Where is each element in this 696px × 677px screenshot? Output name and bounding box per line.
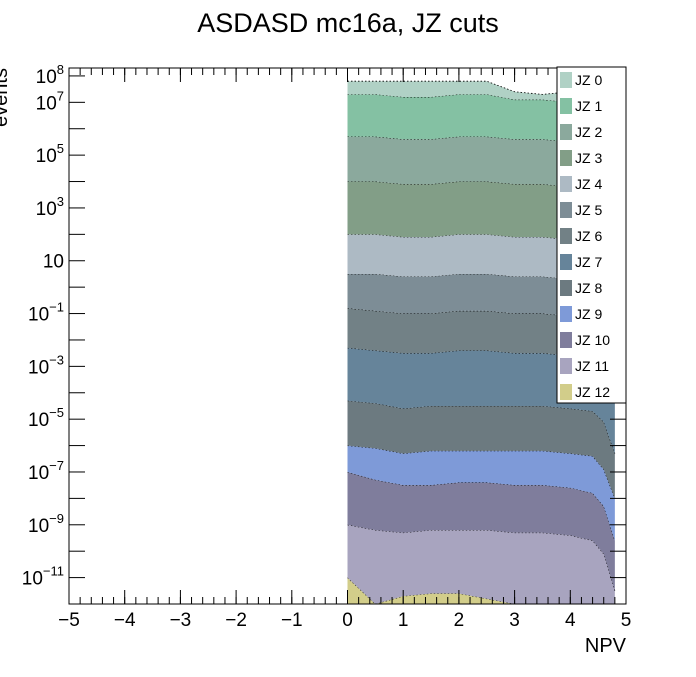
x-tick-label: −1: [281, 610, 303, 631]
area-jz-7: [347, 347, 615, 454]
legend-label: JZ 12: [575, 384, 610, 400]
x-axis-label: NPV: [585, 635, 627, 657]
x-tick-label: 3: [509, 610, 520, 631]
legend-label: JZ 10: [575, 332, 610, 348]
legend-swatch: [560, 384, 572, 400]
y-tick-label: 108: [36, 62, 64, 88]
y-tick-label: 10−11: [22, 564, 64, 590]
area-jz-3: [347, 181, 615, 267]
x-tick-label: 5: [621, 610, 632, 631]
legend: JZ 0 JZ 1 JZ 2 JZ 3 JZ 4 JZ 5 JZ 6 JZ 7 JZ 8 JZ 9…: [556, 66, 627, 404]
area-jz-6: [347, 308, 615, 401]
y-tick-label: 107: [36, 88, 64, 114]
chart-title: ASDASD mc16a, JZ cuts: [197, 8, 499, 38]
x-tick-label: −5: [58, 610, 80, 631]
x-tick-label: −2: [225, 610, 247, 631]
area-jz-11: [347, 524, 615, 604]
y-tick-label: 10: [43, 252, 64, 273]
legend-swatch: [560, 202, 572, 218]
y-tick-label: 10−7: [28, 458, 64, 484]
legend-swatch: [560, 150, 572, 166]
legend-label: JZ 6: [575, 228, 602, 244]
y-tick-label: 10−1: [28, 300, 64, 326]
legend-swatch: [560, 306, 572, 322]
area-jz-10: [347, 471, 615, 591]
x-tick-label: 0: [342, 610, 353, 631]
legend-label: JZ 9: [575, 306, 602, 322]
x-tick-label: 4: [565, 610, 576, 631]
boundary-jz-11: [347, 524, 616, 591]
area-layers: [347, 80, 616, 605]
legend-label: JZ 8: [575, 280, 602, 296]
area-jz-4: [347, 234, 615, 314]
y-tick-label: 105: [36, 141, 64, 167]
legend-label: JZ 3: [575, 150, 602, 166]
legend-label: JZ 7: [575, 254, 602, 270]
area-jz-5: [347, 273, 615, 356]
legend-swatch: [560, 332, 572, 348]
legend-swatch: [560, 228, 572, 244]
x-tick-label: 1: [398, 610, 409, 631]
legend-swatch: [560, 176, 572, 192]
x-tick-label: −3: [170, 610, 192, 631]
legend-label: JZ 11: [575, 358, 609, 374]
y-tick-label: 10−5: [28, 405, 64, 431]
x-tick-label: 2: [454, 610, 465, 631]
y-axis-label: events: [0, 68, 12, 127]
legend-swatch: [560, 280, 572, 296]
boundary-jz-9: [347, 445, 616, 499]
legend-swatch: [560, 98, 572, 114]
legend-swatch: [560, 124, 572, 140]
area-jz-0: [347, 81, 615, 121]
area-jz-8: [347, 400, 615, 499]
legend-label: JZ 5: [575, 202, 602, 218]
legend-swatch: [560, 72, 572, 88]
y-tick-label: 10−3: [28, 352, 64, 378]
area-jz-9: [347, 445, 615, 541]
x-tick-label: −4: [114, 610, 136, 631]
legend-swatch: [560, 358, 572, 374]
y-tick-label: 103: [36, 194, 64, 220]
legend-label: JZ 1: [575, 98, 602, 114]
legend-swatch: [560, 254, 572, 270]
area-jz-1: [347, 94, 615, 166]
legend-label: JZ 4: [575, 176, 602, 192]
y-tick-label: 10−9: [28, 511, 64, 537]
legend-label: JZ 0: [575, 72, 602, 88]
legend-label: JZ 2: [575, 124, 602, 140]
area-jz-2: [347, 136, 615, 214]
